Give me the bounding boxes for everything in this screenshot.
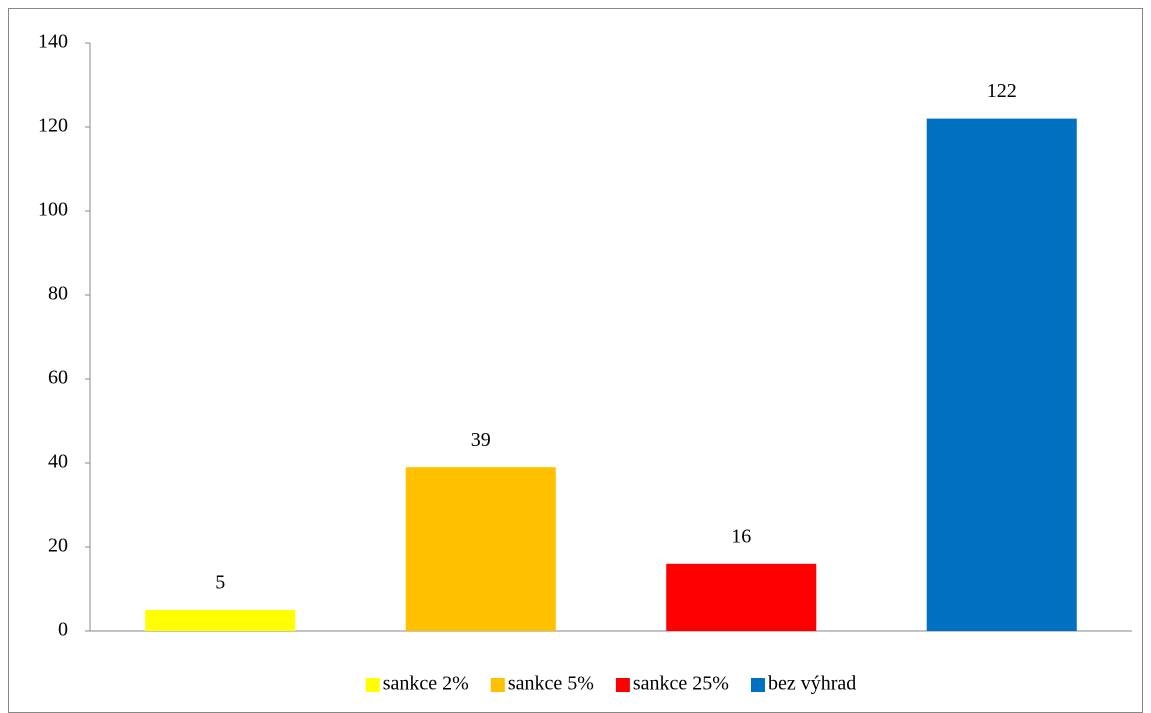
y-tick-label: 0 [58, 619, 68, 641]
y-tick-label: 80 [48, 283, 68, 305]
legend-swatch [490, 678, 505, 692]
legend-label: sankce 25% [633, 673, 729, 695]
data-label: 122 [987, 80, 1017, 102]
bar [145, 610, 296, 631]
bar [926, 118, 1077, 632]
y-tick-label: 120 [38, 115, 68, 137]
y-tick-label: 100 [38, 199, 68, 221]
data-label: 5 [215, 572, 225, 594]
legend-label: sankce 5% [508, 673, 594, 695]
bar [666, 563, 817, 631]
legend-label: bez výhrad [768, 673, 856, 695]
data-label: 39 [471, 429, 491, 451]
legend-swatch [365, 678, 380, 692]
legend-swatch [615, 678, 630, 692]
y-tick-label: 40 [48, 451, 68, 473]
bar [405, 467, 556, 631]
y-tick-label: 140 [38, 31, 68, 53]
legend-swatch [750, 678, 765, 692]
legend: sankce 2% sankce 5% sankce 25% bez výhrad [365, 673, 856, 695]
legend-label: sankce 2% [383, 673, 469, 695]
data-label: 16 [731, 525, 751, 547]
y-tick-label: 20 [48, 535, 68, 557]
y-tick-label: 60 [48, 367, 68, 389]
